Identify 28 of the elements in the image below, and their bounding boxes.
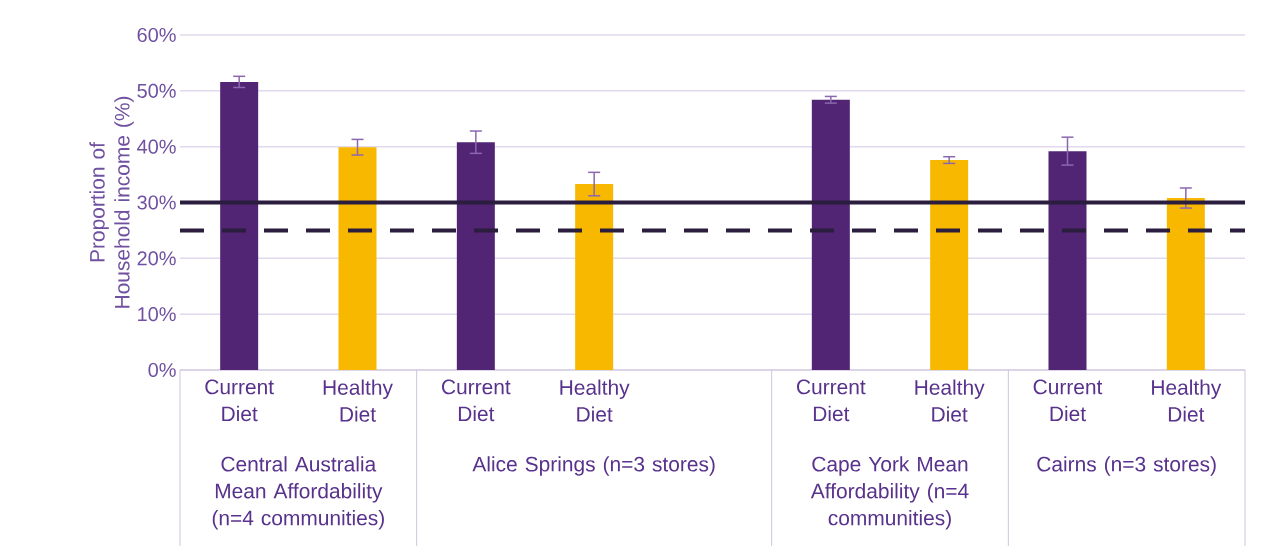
y-tick-label: 40% — [137, 139, 176, 154]
bar — [811, 99, 850, 370]
x-tick-label: Current Diet — [797, 379, 866, 422]
y-tick-label: 20% — [137, 251, 176, 266]
y-tick-label: 30% — [137, 195, 176, 210]
x-tick-label: Current Diet — [205, 379, 274, 422]
y-tick-label: 0% — [148, 362, 176, 378]
bar — [930, 160, 969, 370]
x-tick-label: Healthy Diet — [915, 379, 985, 422]
text: Cape York Mean Affordability (n=4 communities) — [810, 456, 969, 530]
x-tick-label: Current Diet — [442, 379, 511, 422]
bar — [575, 184, 614, 370]
bar — [1166, 198, 1205, 370]
x-tick-label: Healthy Diet — [1152, 379, 1222, 422]
y-axis-title: Proportion of Household income (%) — [89, 96, 134, 308]
text: Alice Springs (n=3 stores) — [472, 456, 715, 476]
y-tick-label: 60% — [137, 27, 176, 43]
bar — [1048, 151, 1087, 370]
bar — [456, 142, 495, 370]
bar — [220, 81, 259, 370]
x-tick-label: Healthy Diet — [560, 379, 630, 422]
text: Cairns (n=3 stores) — [1037, 456, 1216, 476]
bar — [338, 147, 377, 370]
x-tick-label: Healthy Diet — [323, 379, 393, 422]
x-tick-label: Current Diet — [1033, 379, 1103, 422]
text: Central Australia Mean Affordability (n=4 communities) — [212, 456, 384, 530]
y-tick-label: 10% — [138, 307, 176, 322]
y-tick-label: 50% — [137, 83, 176, 98]
